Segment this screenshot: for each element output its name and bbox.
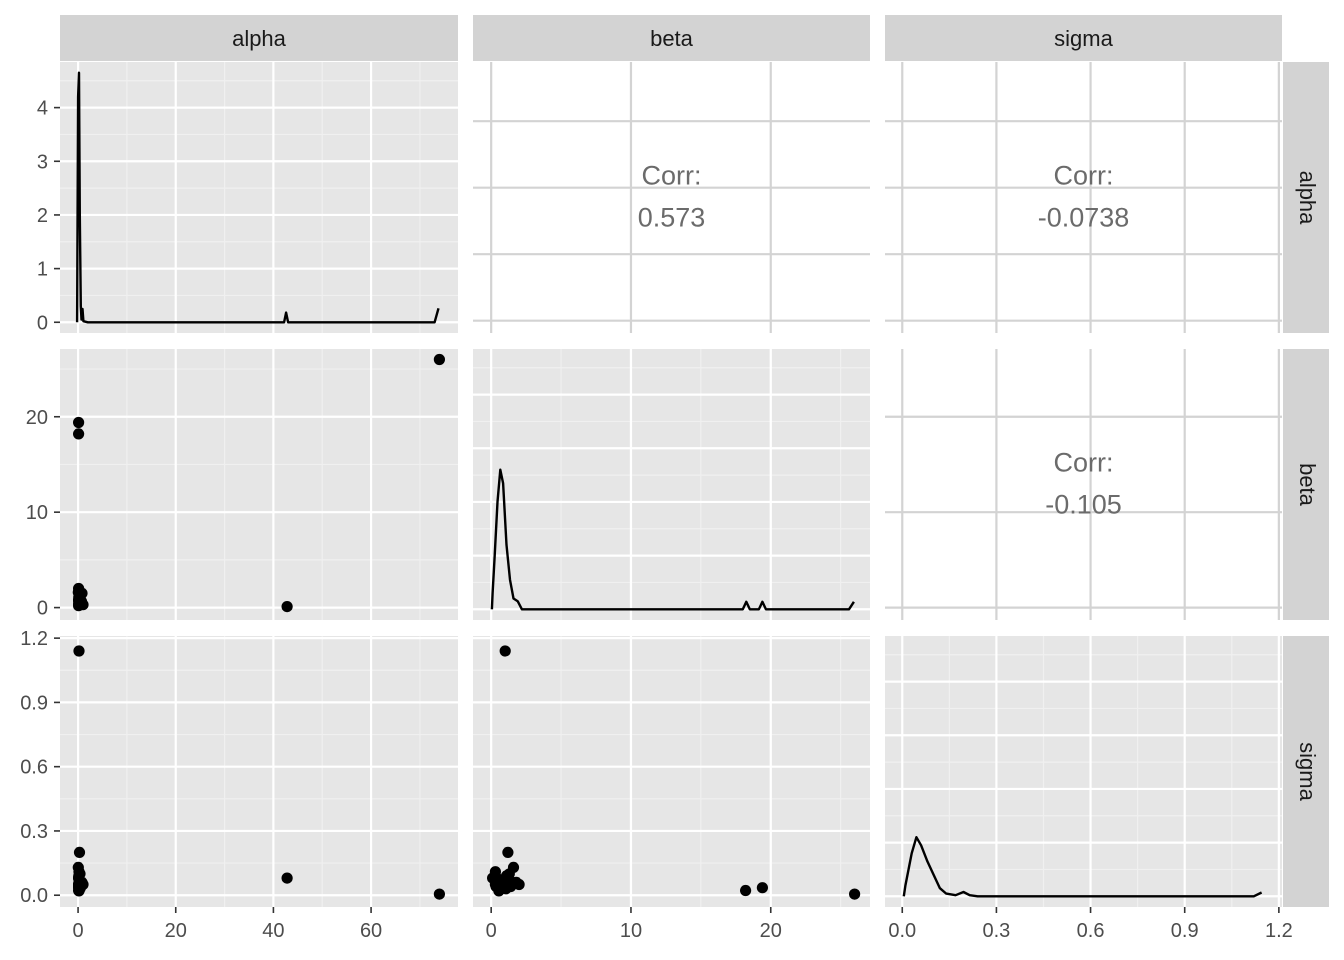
corr-label-alpha-beta: Corr: xyxy=(642,161,702,191)
scatter-point-sigma-alpha xyxy=(73,645,85,657)
y-tick-label-alpha: 1 xyxy=(37,259,48,281)
scatter-point-sigma-beta xyxy=(499,645,511,657)
y-tick-label-sigma: 1.2 xyxy=(20,628,48,650)
scatter-point-sigma-alpha xyxy=(433,888,445,900)
panel-beta-beta xyxy=(473,349,870,620)
y-tick-label-beta: 10 xyxy=(26,502,48,524)
column-strip-label-beta: beta xyxy=(650,26,694,51)
x-tick-label-beta: 0 xyxy=(486,920,497,942)
panel-beta-alpha xyxy=(60,349,458,620)
scatter-point-beta-alpha xyxy=(73,428,85,440)
column-strip-label-sigma: sigma xyxy=(1054,26,1113,51)
column-strip-beta xyxy=(473,15,870,61)
corr-label-beta-sigma: Corr: xyxy=(1054,448,1114,478)
density-line-sigma xyxy=(902,836,1263,898)
scatter-point-sigma-beta xyxy=(506,876,518,889)
x-tick-label-sigma: 0.9 xyxy=(1171,920,1199,942)
row-strip-label-alpha: alpha xyxy=(1295,171,1320,226)
scatter-point-beta-alpha xyxy=(77,599,89,611)
x-tick-label-alpha: 60 xyxy=(360,920,382,942)
row-strip-beta xyxy=(1283,349,1329,620)
corr-value-beta-sigma: -0.105 xyxy=(1045,490,1122,520)
y-tick-label-alpha: 2 xyxy=(37,205,48,227)
panel-sigma-sigma xyxy=(885,636,1282,907)
x-tick-label-sigma: 0.6 xyxy=(1077,920,1105,942)
y-tick-label-sigma: 0.9 xyxy=(20,692,48,714)
y-tick-label-sigma: 0.6 xyxy=(20,757,48,779)
density-line-alpha xyxy=(75,71,440,324)
panel-sigma-beta xyxy=(473,636,870,907)
corr-value-alpha-beta: 0.573 xyxy=(638,203,706,233)
panel-alpha-beta xyxy=(473,62,870,333)
panel-alpha-alpha xyxy=(60,62,458,333)
y-tick-label-alpha: 4 xyxy=(37,98,48,120)
row-strip-sigma xyxy=(1283,636,1329,907)
column-strip-sigma xyxy=(885,15,1282,61)
scatter-point-sigma-alpha xyxy=(281,872,293,884)
scatter-point-sigma-alpha xyxy=(73,846,86,859)
corr-value-alpha-sigma: -0.0738 xyxy=(1038,203,1130,233)
row-strip-label-beta: beta xyxy=(1295,463,1320,507)
x-tick-label-sigma: 0.0 xyxy=(888,920,916,942)
scatter-point-sigma-beta xyxy=(740,884,752,897)
x-tick-label-sigma: 0.3 xyxy=(983,920,1011,942)
y-tick-label-alpha: 3 xyxy=(37,151,48,173)
row-strip-label-sigma: sigma xyxy=(1295,742,1320,801)
x-tick-label-alpha: 40 xyxy=(262,920,284,942)
panel-alpha-sigma xyxy=(885,62,1282,333)
x-tick-label-sigma: 1.2 xyxy=(1265,920,1293,942)
density-line-beta xyxy=(490,468,855,611)
panel-sigma-alpha xyxy=(60,636,458,907)
corr-label-alpha-sigma: Corr: xyxy=(1054,161,1114,191)
scatter-point-beta-alpha xyxy=(76,587,88,599)
scatter-point-beta-alpha xyxy=(281,601,293,613)
scatter-point-beta-alpha xyxy=(433,353,445,366)
scatter-point-sigma-beta xyxy=(489,878,501,891)
x-tick-label-beta: 10 xyxy=(620,920,642,942)
y-tick-label-beta: 0 xyxy=(37,598,48,620)
x-tick-label-beta: 20 xyxy=(760,920,782,942)
y-tick-label-beta: 20 xyxy=(26,407,48,429)
scatter-point-beta-alpha xyxy=(73,416,85,429)
scatter-point-sigma-alpha xyxy=(76,876,88,889)
x-tick-label-alpha: 0 xyxy=(73,920,84,942)
row-strip-alpha xyxy=(1283,62,1329,333)
scatter-point-sigma-beta xyxy=(849,888,861,900)
column-strip-alpha xyxy=(60,15,458,61)
x-tick-label-alpha: 20 xyxy=(165,920,187,942)
column-strip-label-alpha: alpha xyxy=(232,26,287,51)
scatter-point-sigma-beta xyxy=(756,882,769,894)
y-tick-label-sigma: 0.0 xyxy=(20,885,48,907)
y-tick-label-sigma: 0.3 xyxy=(20,821,48,843)
scatter-point-sigma-beta xyxy=(502,846,514,859)
y-tick-label-alpha: 0 xyxy=(37,312,48,334)
panel-beta-sigma xyxy=(885,349,1282,620)
